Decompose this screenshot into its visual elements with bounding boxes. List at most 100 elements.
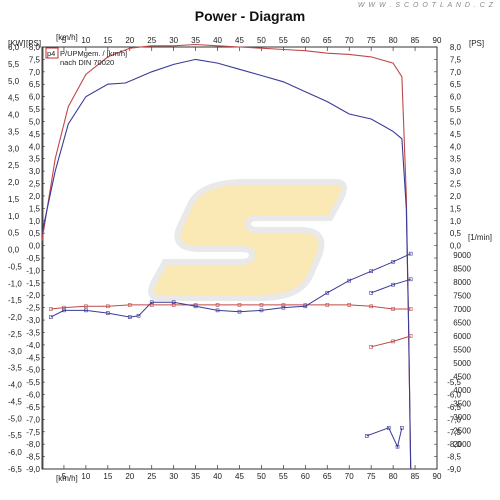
x-tick-bottom-label: 50	[257, 472, 266, 481]
x-tick-bottom-label: 15	[103, 472, 112, 481]
y-ps-tick-label: -6,5	[26, 403, 40, 412]
rpm-point-4	[395, 444, 400, 449]
site-watermark: W W W . S C O O T L A N D . C Z	[357, 2, 494, 9]
y-ps-tick-label: 2,5	[29, 180, 41, 189]
x-tick-bottom-label: 65	[323, 472, 332, 481]
x-tick-bottom-label: 5	[62, 472, 67, 481]
x-tick-bottom-label: 55	[279, 472, 288, 481]
y-ps-tick-label: -5,0	[26, 366, 40, 375]
y-rpm-tick-label: 8500	[453, 265, 471, 274]
rpm-point-1	[325, 290, 330, 295]
series-layer	[41, 43, 413, 470]
y-ps-tick-label: 2,0	[29, 192, 41, 201]
y-rpm-tick-label: 7000	[453, 305, 471, 314]
y-ps-tick-label: -4,0	[26, 341, 40, 350]
y-right-ps-unit: [PS]	[469, 39, 484, 48]
y-ps-tick-label: -9,0	[26, 465, 40, 474]
y-kw-tick-label: -2,0	[8, 313, 22, 322]
y-ps-tick-label: 0,5	[29, 229, 41, 238]
y-kw-tick-label: 4,0	[8, 111, 20, 120]
y-kw-tick-label: -1,5	[8, 296, 22, 305]
rpm-point-0	[259, 303, 264, 307]
rpm-point-0	[281, 303, 286, 307]
y-kw-tick-label: -4,5	[8, 397, 22, 406]
y-right-ps-tick-label: 7,0	[450, 68, 462, 77]
rpm-point-0	[347, 303, 352, 307]
x-tick-top-label: 50	[257, 36, 266, 45]
legend-line1: P/UPMgem. / [km/h]	[60, 49, 127, 58]
rpm-point-3	[369, 344, 373, 349]
y-ps-tick-label: 0,0	[29, 242, 41, 251]
x-tick-top-label: 15	[103, 36, 112, 45]
y-right-ps-tick-label: 2,0	[450, 192, 462, 201]
y-kw-tick-label: -6,5	[8, 465, 22, 474]
y-rpm-tick-label: 7500	[453, 292, 471, 301]
y-ps-tick-label: 3,5	[29, 155, 41, 164]
y-kw-tick-label: 0,0	[8, 246, 20, 255]
y-right-ps-tick-label: 4,0	[450, 142, 462, 151]
rpm-point-0	[127, 303, 132, 307]
legend-line2: nach DIN 70020	[60, 58, 114, 67]
x-bottom-unit: [km/h]	[56, 474, 78, 483]
plot-frame	[41, 46, 438, 470]
x-tick-top-label: 5	[62, 36, 67, 45]
y-right-ps-tick-label: -7,0	[447, 415, 461, 424]
rpm-point-1	[48, 315, 53, 319]
y-right-ps-tick-label: 6,0	[450, 93, 462, 102]
y-ps-tick-label: -2,5	[26, 304, 40, 313]
x-tick-top-label: 90	[433, 36, 442, 45]
rpm-point-0	[237, 303, 242, 307]
rpm-point-4	[364, 434, 369, 438]
y-ps-tick-label: 5,5	[29, 105, 41, 114]
y-rpm-tick-label: 2500	[453, 427, 471, 436]
rpm-series-line-2	[371, 278, 411, 294]
y-ps-tick-label: -0,5	[26, 254, 40, 263]
y-ps-tick-label: 7,0	[29, 68, 41, 77]
rpm-point-0	[408, 307, 413, 311]
y-kw-tick-label: 2,5	[8, 161, 20, 170]
rpm-series-line-4	[366, 427, 403, 449]
y-right-ps-tick-label: 6,5	[450, 80, 462, 89]
y-ps-tick-label: -1,0	[26, 266, 40, 275]
rpm-series-line-1	[50, 253, 411, 318]
y-kw-tick-label: -4,0	[8, 381, 22, 390]
rpm-point-0	[325, 303, 330, 307]
x-tick-bottom-label: 40	[213, 472, 222, 481]
y-rpm-tick-label: 6500	[453, 319, 471, 328]
y-kw-tick-label: -0,5	[8, 262, 22, 271]
rpm-point-3	[408, 334, 413, 338]
y-ps-tick-label: 3,0	[29, 167, 41, 176]
y-ps-tick-label: -5,5	[26, 378, 40, 387]
y-kw-tick-label: -2,5	[8, 330, 22, 339]
rpm-point-1	[84, 308, 88, 313]
y-ps-tick-label: -4,5	[26, 353, 40, 362]
y-right-ps-tick-label: 2,5	[450, 180, 462, 189]
x-tick-bottom-label: 90	[433, 472, 442, 481]
y-right-ps-tick-label: 4,5	[450, 130, 462, 139]
y-ps-tick-label: -7,5	[26, 428, 40, 437]
x-tick-top-label: 20	[125, 36, 134, 45]
rpm-point-2	[369, 290, 373, 295]
y-kw-tick-label: -5,0	[8, 414, 22, 423]
x-tick-top-label: 60	[301, 36, 310, 45]
y-ps-tick-label: -6,0	[26, 391, 40, 400]
y-right-ps-tick-label: -7,5	[447, 428, 461, 437]
y-ps-tick-label: 8,0	[29, 43, 41, 52]
rpm-point-0	[391, 307, 395, 311]
y-right-ps-tick-label: 5,0	[450, 117, 462, 126]
y-right-ps-tick-label: -6,0	[447, 391, 461, 400]
y-right-ps-tick-label: -6,5	[447, 403, 461, 412]
y-rpm-tick-label: 2000	[453, 440, 471, 449]
rpm-point-3	[391, 339, 395, 344]
y-ps-tick-label: -3,5	[26, 328, 40, 337]
rpm-point-1	[106, 311, 110, 315]
y-ps-tick-label: -3,0	[26, 316, 40, 325]
y-kw-tick-label: 5,0	[8, 77, 20, 86]
x-tick-bottom-label: 10	[81, 472, 90, 481]
rpm-series-line-0	[50, 304, 411, 310]
y-ps-tick-label: 6,0	[29, 93, 41, 102]
y-right-ps-tick-label: 0,0	[450, 242, 462, 251]
y-right-ps-tick-label: -8,5	[447, 453, 461, 462]
y-ps-tick-label: 4,0	[29, 142, 41, 151]
